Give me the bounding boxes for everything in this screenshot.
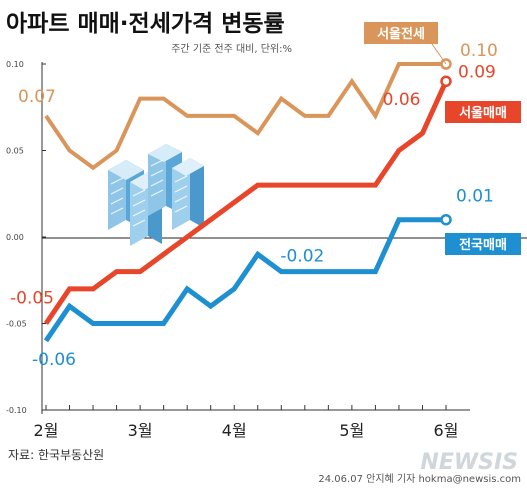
y-tick-label: 0.10 [6,60,24,69]
series-line [43,80,449,325]
y-tick-label: -0.10 [6,406,27,415]
chart-subtitle: 주간 기준 전주 대비, 단위:% [171,42,292,55]
legend-seoul-maemae-label: 서울매매 [459,105,507,121]
series-line [43,217,446,343]
legend-seoul-jeonse-leader [431,43,447,65]
series-end-marker [440,75,452,88]
chart-title: 아파트 매매·전세가격 변동률 [6,11,285,37]
legend-national-maemae-label: 전국매매 [459,237,507,253]
data-label: 0.10 [460,41,498,61]
x-tick-label: 6월 [434,421,459,440]
source-text: 자료: 한국부동산원 [8,448,104,462]
y-tick-label: -0.05 [6,320,27,329]
lines-layer [43,58,452,343]
watermark-text: NEWSIS [420,450,518,475]
credit-text: 24.06.07 안지혜 기자 hokma@newsis.com [318,473,521,485]
x-tick-label: 3월 [128,421,153,440]
series-line [44,62,446,171]
data-label: 0.07 [18,87,56,107]
legend-national-maemae: 전국매매 [445,233,521,255]
x-tick-label: 4월 [222,421,247,440]
legend-seoul-jeonse: 서울전세 [364,22,447,65]
data-label: 0.09 [458,62,496,82]
data-label: 0.06 [383,90,421,110]
data-label: -0.05 [10,289,54,309]
y-tick-label: 0.00 [6,233,24,242]
y-tick-label: 0.05 [6,147,24,156]
series-end-marker [440,213,452,226]
data-label: -0.06 [32,350,76,370]
labels-layer: 0.07 0.10 -0.05 0.06 0.09 -0.06 -0.02 0.01 [10,41,498,370]
apartment-building-icon [108,144,204,246]
data-label: -0.02 [280,247,324,267]
legend-seoul-jeonse-label: 서울전세 [377,26,425,42]
x-tick-label: 2월 [34,421,59,440]
series-end-marker [440,58,452,70]
legend-seoul-jeonse-box [364,22,438,44]
ticks-layer: 0.10 0.05 0.00 -0.05 -0.10 2월 3월 4월 5월 6월 [6,60,458,440]
data-label: 0.01 [456,187,494,207]
x-tick-label: 5월 [339,421,364,440]
legend-national-maemae-box [445,233,521,255]
legend-seoul-maemae: 서울매매 [445,101,521,123]
legend-seoul-maemae-box [445,101,521,123]
